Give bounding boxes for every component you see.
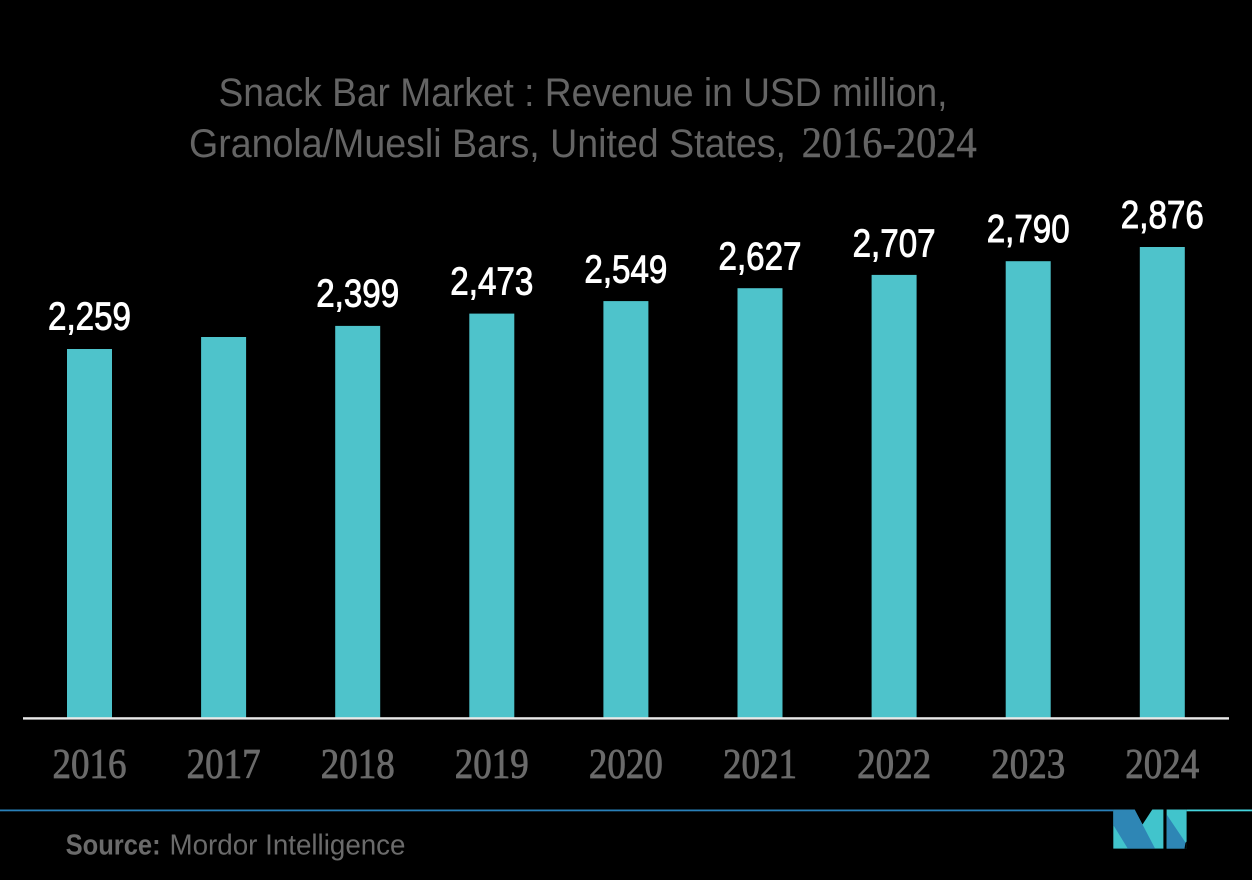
svg-text:2018: 2018 <box>321 742 395 788</box>
svg-text:2,707: 2,707 <box>853 223 936 266</box>
svg-text:2020: 2020 <box>589 742 663 788</box>
svg-text:2019: 2019 <box>455 742 529 788</box>
svg-text:2024: 2024 <box>1125 742 1199 788</box>
svg-text:Granola/Muesli Bars, United St: Granola/Muesli Bars, United States, <box>189 122 786 166</box>
svg-text:2,259: 2,259 <box>48 296 131 339</box>
svg-text:Snack Bar Market : Revenue in: Snack Bar Market : Revenue in USD millio… <box>219 71 948 115</box>
svg-text:2,399: 2,399 <box>316 273 399 316</box>
svg-text:2022: 2022 <box>857 742 931 788</box>
svg-text:2,790: 2,790 <box>987 208 1070 251</box>
svg-text:2021: 2021 <box>723 742 797 788</box>
svg-text:Source:: Source: <box>66 829 161 861</box>
svg-text:2,876: 2,876 <box>1121 194 1204 237</box>
svg-text:Mordor Intelligence: Mordor Intelligence <box>170 829 406 861</box>
svg-text:2017: 2017 <box>187 742 261 788</box>
svg-text:2023: 2023 <box>991 742 1065 788</box>
svg-text:2,627: 2,627 <box>719 236 802 279</box>
svg-text:2,549: 2,549 <box>584 248 667 291</box>
svg-text:2,473: 2,473 <box>450 261 533 304</box>
svg-text:2016-2024: 2016-2024 <box>802 120 977 167</box>
svg-text:2016: 2016 <box>53 742 127 788</box>
